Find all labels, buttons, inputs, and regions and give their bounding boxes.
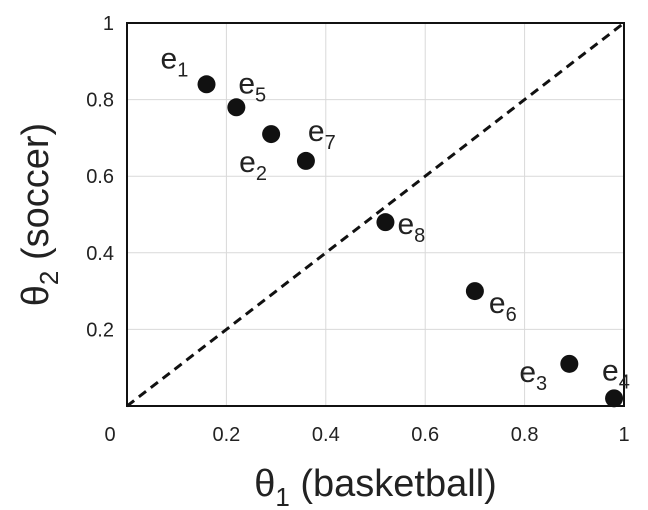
- point-label: e3: [519, 356, 547, 395]
- y-tick-label: 1: [103, 13, 114, 35]
- data-point: [465, 282, 484, 301]
- data-point: [376, 213, 395, 232]
- x-tick-label: 1: [618, 424, 629, 446]
- y-tick-label: 0.4: [86, 243, 114, 265]
- x-tick-label: 0.2: [212, 424, 240, 446]
- y-tick-label: 0.6: [86, 166, 114, 188]
- point-label: e7: [308, 115, 336, 154]
- data-point: [197, 75, 216, 94]
- tick-labels: 0 0.2 0.4 0.6 0.8 1 0.2 0.4 0.6 0.8 1: [86, 13, 629, 446]
- x-axis-title: θ1 (basketball): [254, 463, 497, 510]
- y-tick-label: 0.8: [86, 90, 114, 112]
- data-point: [560, 354, 579, 373]
- x-tick-label: 0.8: [511, 424, 539, 446]
- data-point: [262, 125, 281, 144]
- x-tick-label: 0.4: [312, 424, 340, 446]
- data-point: [605, 389, 624, 408]
- x-tick-label: 0.6: [411, 424, 439, 446]
- point-label: e1: [161, 42, 189, 81]
- data-points: [197, 75, 624, 408]
- data-point: [296, 151, 315, 170]
- y-axis-title: θ2 (soccer): [15, 123, 64, 306]
- point-label: e4: [602, 354, 630, 393]
- point-label: e6: [489, 287, 517, 326]
- point-label: e2: [239, 146, 267, 185]
- grid: [127, 23, 624, 406]
- plot-frame: [126, 22, 625, 407]
- point-label: e8: [397, 208, 425, 247]
- y-tick-label: 0.2: [86, 319, 114, 341]
- x-tick-label: 0: [104, 424, 115, 446]
- data-point: [227, 98, 246, 117]
- point-label: e5: [238, 67, 266, 106]
